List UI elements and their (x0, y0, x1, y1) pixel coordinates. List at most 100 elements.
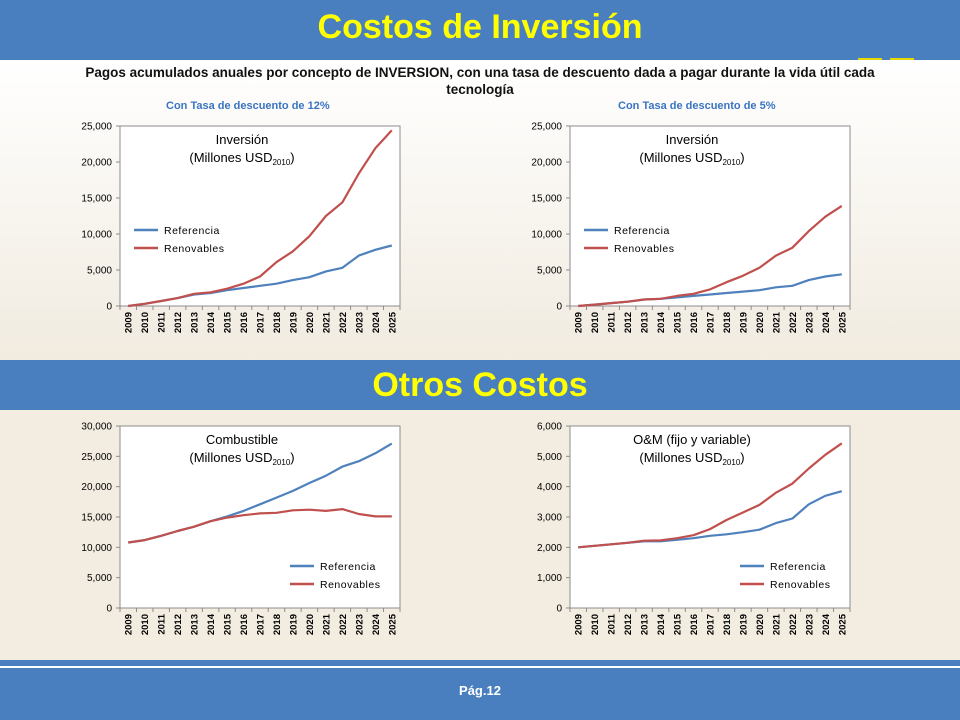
page-title: Costos de Inversión (317, 8, 643, 46)
plot-area (569, 425, 851, 609)
x-tick-label: 2014 (206, 311, 217, 333)
y-tick-label: 5,000 (87, 266, 112, 277)
legend-label: Referencia (320, 561, 376, 573)
x-tick-label: 2009 (574, 312, 585, 333)
legend-label: Renovables (164, 243, 224, 255)
y-tick-label: 15,000 (81, 513, 112, 524)
series-line-renovables (128, 507, 392, 544)
chart-inversion-5: 0 5,000 10,000 15,000 20,000 25,000 2009 2010 20… (531, 122, 851, 333)
chart-title-line2: (Millones USD2010) (639, 450, 744, 467)
page-number: Pág.12 (459, 683, 501, 698)
chart-title-line2: (Millones USD2010) (639, 150, 744, 167)
x-tick-label: 2025 (837, 311, 848, 333)
x-tick-label: 2015 (673, 311, 684, 333)
title-subscript: 2010 (722, 158, 740, 167)
y-tick-label: 3,000 (537, 513, 562, 524)
y-tick-label: 20,000 (81, 158, 112, 169)
y-tick-label: 5,000 (87, 573, 112, 584)
title-text: (Millones USD (639, 150, 722, 165)
x-tick-label: 2015 (223, 311, 234, 333)
x-tick-label: 2019 (738, 614, 749, 635)
x-tick-label: 2014 (206, 613, 217, 635)
x-tick-label: 2021 (321, 311, 332, 333)
x-tick-label: 2025 (387, 613, 398, 635)
x-tick-label: 2018 (722, 312, 733, 333)
title-subscript: 2010 (272, 458, 290, 467)
x-tick-label: 2012 (623, 614, 634, 635)
section-title: Otros Costos (372, 366, 588, 404)
x-tick-label: 2024 (371, 613, 382, 635)
chart-subtitle: Pagos acumulados anuales por concepto de… (85, 65, 875, 97)
legend-label: Renovables (614, 243, 674, 255)
x-tick-label: 2015 (223, 613, 234, 635)
title-close: ) (290, 150, 294, 165)
x-tick-label: 2019 (738, 312, 749, 333)
legend-label: Referencia (614, 225, 670, 237)
x-tick-label: 2017 (706, 312, 717, 333)
x-tick-label: 2022 (788, 312, 799, 333)
x-tick-label: 2016 (689, 614, 700, 635)
x-tick-label: 2013 (640, 312, 651, 333)
panel-label-left: Con Tasa de descuento de 12% (166, 100, 330, 112)
x-tick-label: 2023 (354, 312, 365, 333)
chart-title-line1: Inversión (666, 132, 719, 147)
x-tick-label: 2011 (607, 613, 618, 634)
x-tick-label: 2021 (321, 613, 332, 635)
chart-combustible: 0 5,000 10,000 15,000 20,000 25,000 30,000 2009… (81, 422, 401, 635)
x-tick-label: 2010 (140, 614, 151, 635)
title-text: (Millones USD (639, 450, 722, 465)
x-tick-label: 2017 (706, 614, 717, 635)
x-tick-label: 2020 (305, 312, 316, 333)
x-tick-label: 2020 (305, 614, 316, 635)
title-close: ) (740, 450, 744, 465)
x-tick-label: 2022 (338, 614, 349, 635)
legend-label: Renovables (770, 579, 830, 591)
chart-title-line2: (Millones USD2010) (189, 450, 294, 467)
y-tick-label: 0 (106, 302, 112, 313)
legend-label: Renovables (320, 579, 380, 591)
x-tick-label: 2018 (272, 614, 283, 635)
title-close: ) (740, 150, 744, 165)
x-tick-label: 2024 (371, 311, 382, 333)
y-tick-label: 25,000 (81, 452, 112, 463)
legend-label: Referencia (770, 561, 826, 573)
y-tick-label: 0 (556, 604, 562, 615)
y-tick-label: 10,000 (81, 230, 112, 241)
x-tick-label: 2020 (755, 312, 766, 333)
x-tick-label: 2021 (771, 613, 782, 635)
y-tick-label: 10,000 (81, 543, 112, 554)
x-tick-label: 2010 (590, 312, 601, 333)
y-tick-label: 5,000 (537, 452, 562, 463)
chart-title-line2: (Millones USD2010) (189, 150, 294, 167)
x-tick-label: 2013 (190, 312, 201, 333)
x-tick-label: 2022 (788, 614, 799, 635)
y-tick-label: 0 (556, 302, 562, 313)
x-tick-label: 2009 (124, 614, 135, 635)
section-banner (0, 360, 960, 410)
panel-label-right: Con Tasa de descuento de 5% (618, 100, 776, 112)
plot-area (119, 425, 401, 609)
y-tick-label: 15,000 (81, 194, 112, 205)
x-tick-label: 2012 (173, 614, 184, 635)
x-tick-label: 2024 (821, 613, 832, 635)
x-tick-label: 2024 (821, 311, 832, 333)
y-tick-label: 25,000 (531, 122, 562, 133)
footer-line (0, 666, 960, 668)
series-line-renovables (578, 204, 843, 308)
x-tick-label: 2018 (272, 312, 283, 333)
x-tick-label: 2011 (607, 311, 618, 332)
x-tick-label: 2025 (387, 311, 398, 333)
x-tick-label: 2020 (755, 614, 766, 635)
x-tick-label: 2017 (256, 614, 267, 635)
y-tick-label: 20,000 (531, 158, 562, 169)
plot-area (569, 125, 851, 307)
y-tick-label: 10,000 (531, 230, 562, 241)
x-tick-label: 2019 (288, 614, 299, 635)
x-tick-label: 2009 (574, 614, 585, 635)
y-tick-label: 1,000 (537, 573, 562, 584)
y-tick-label: 20,000 (81, 482, 112, 493)
chart-title-line1: Combustible (206, 432, 278, 447)
x-tick-label: 2018 (722, 614, 733, 635)
y-tick-label: 5,000 (537, 266, 562, 277)
x-tick-label: 2019 (288, 312, 299, 333)
